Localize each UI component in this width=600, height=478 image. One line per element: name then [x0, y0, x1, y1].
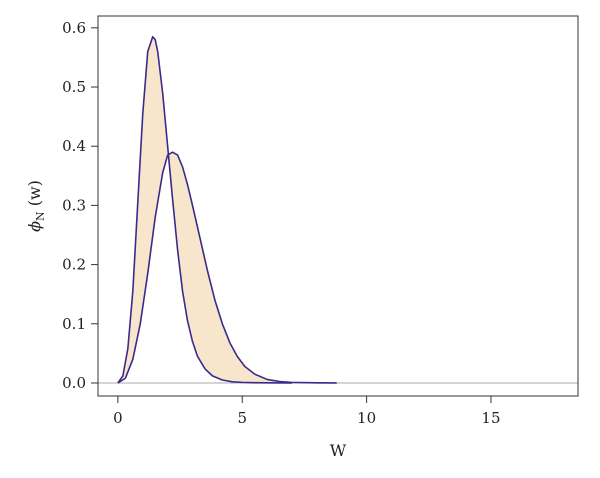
x-tick-label: 5	[237, 409, 247, 427]
series-line-1	[117, 35, 292, 384]
y-axis-label-rest: (w)	[25, 180, 44, 211]
x-tick-label: 10	[357, 409, 376, 427]
x-axis: 0 5 10 15	[113, 396, 501, 427]
y-axis-label: ϕN (w)	[25, 180, 47, 232]
series-line-2	[117, 151, 337, 384]
area-between-curves	[117, 36, 337, 383]
x-axis-label: W	[330, 441, 347, 460]
y-axis-label-sub: N	[34, 211, 47, 221]
y-axis-label-main: ϕ	[25, 221, 44, 232]
series-layer	[117, 35, 337, 384]
y-tick-label: 0.2	[62, 256, 86, 274]
y-tick-label: 0.1	[62, 315, 86, 333]
y-tick-label: 0.4	[62, 137, 86, 155]
x-tick-label: 15	[481, 409, 500, 427]
plot-frame	[97, 15, 579, 397]
y-tick-label: 0.5	[62, 78, 86, 96]
y-tick-label: 0.0	[62, 374, 86, 392]
area-between-curves-layer	[117, 36, 337, 383]
x-tick-label: 0	[113, 409, 123, 427]
y-axis: 0.0 0.1 0.2 0.3 0.4 0.5 0.6	[62, 19, 98, 392]
y-tick-label: 0.6	[62, 19, 86, 37]
y-tick-label: 0.3	[62, 196, 86, 214]
